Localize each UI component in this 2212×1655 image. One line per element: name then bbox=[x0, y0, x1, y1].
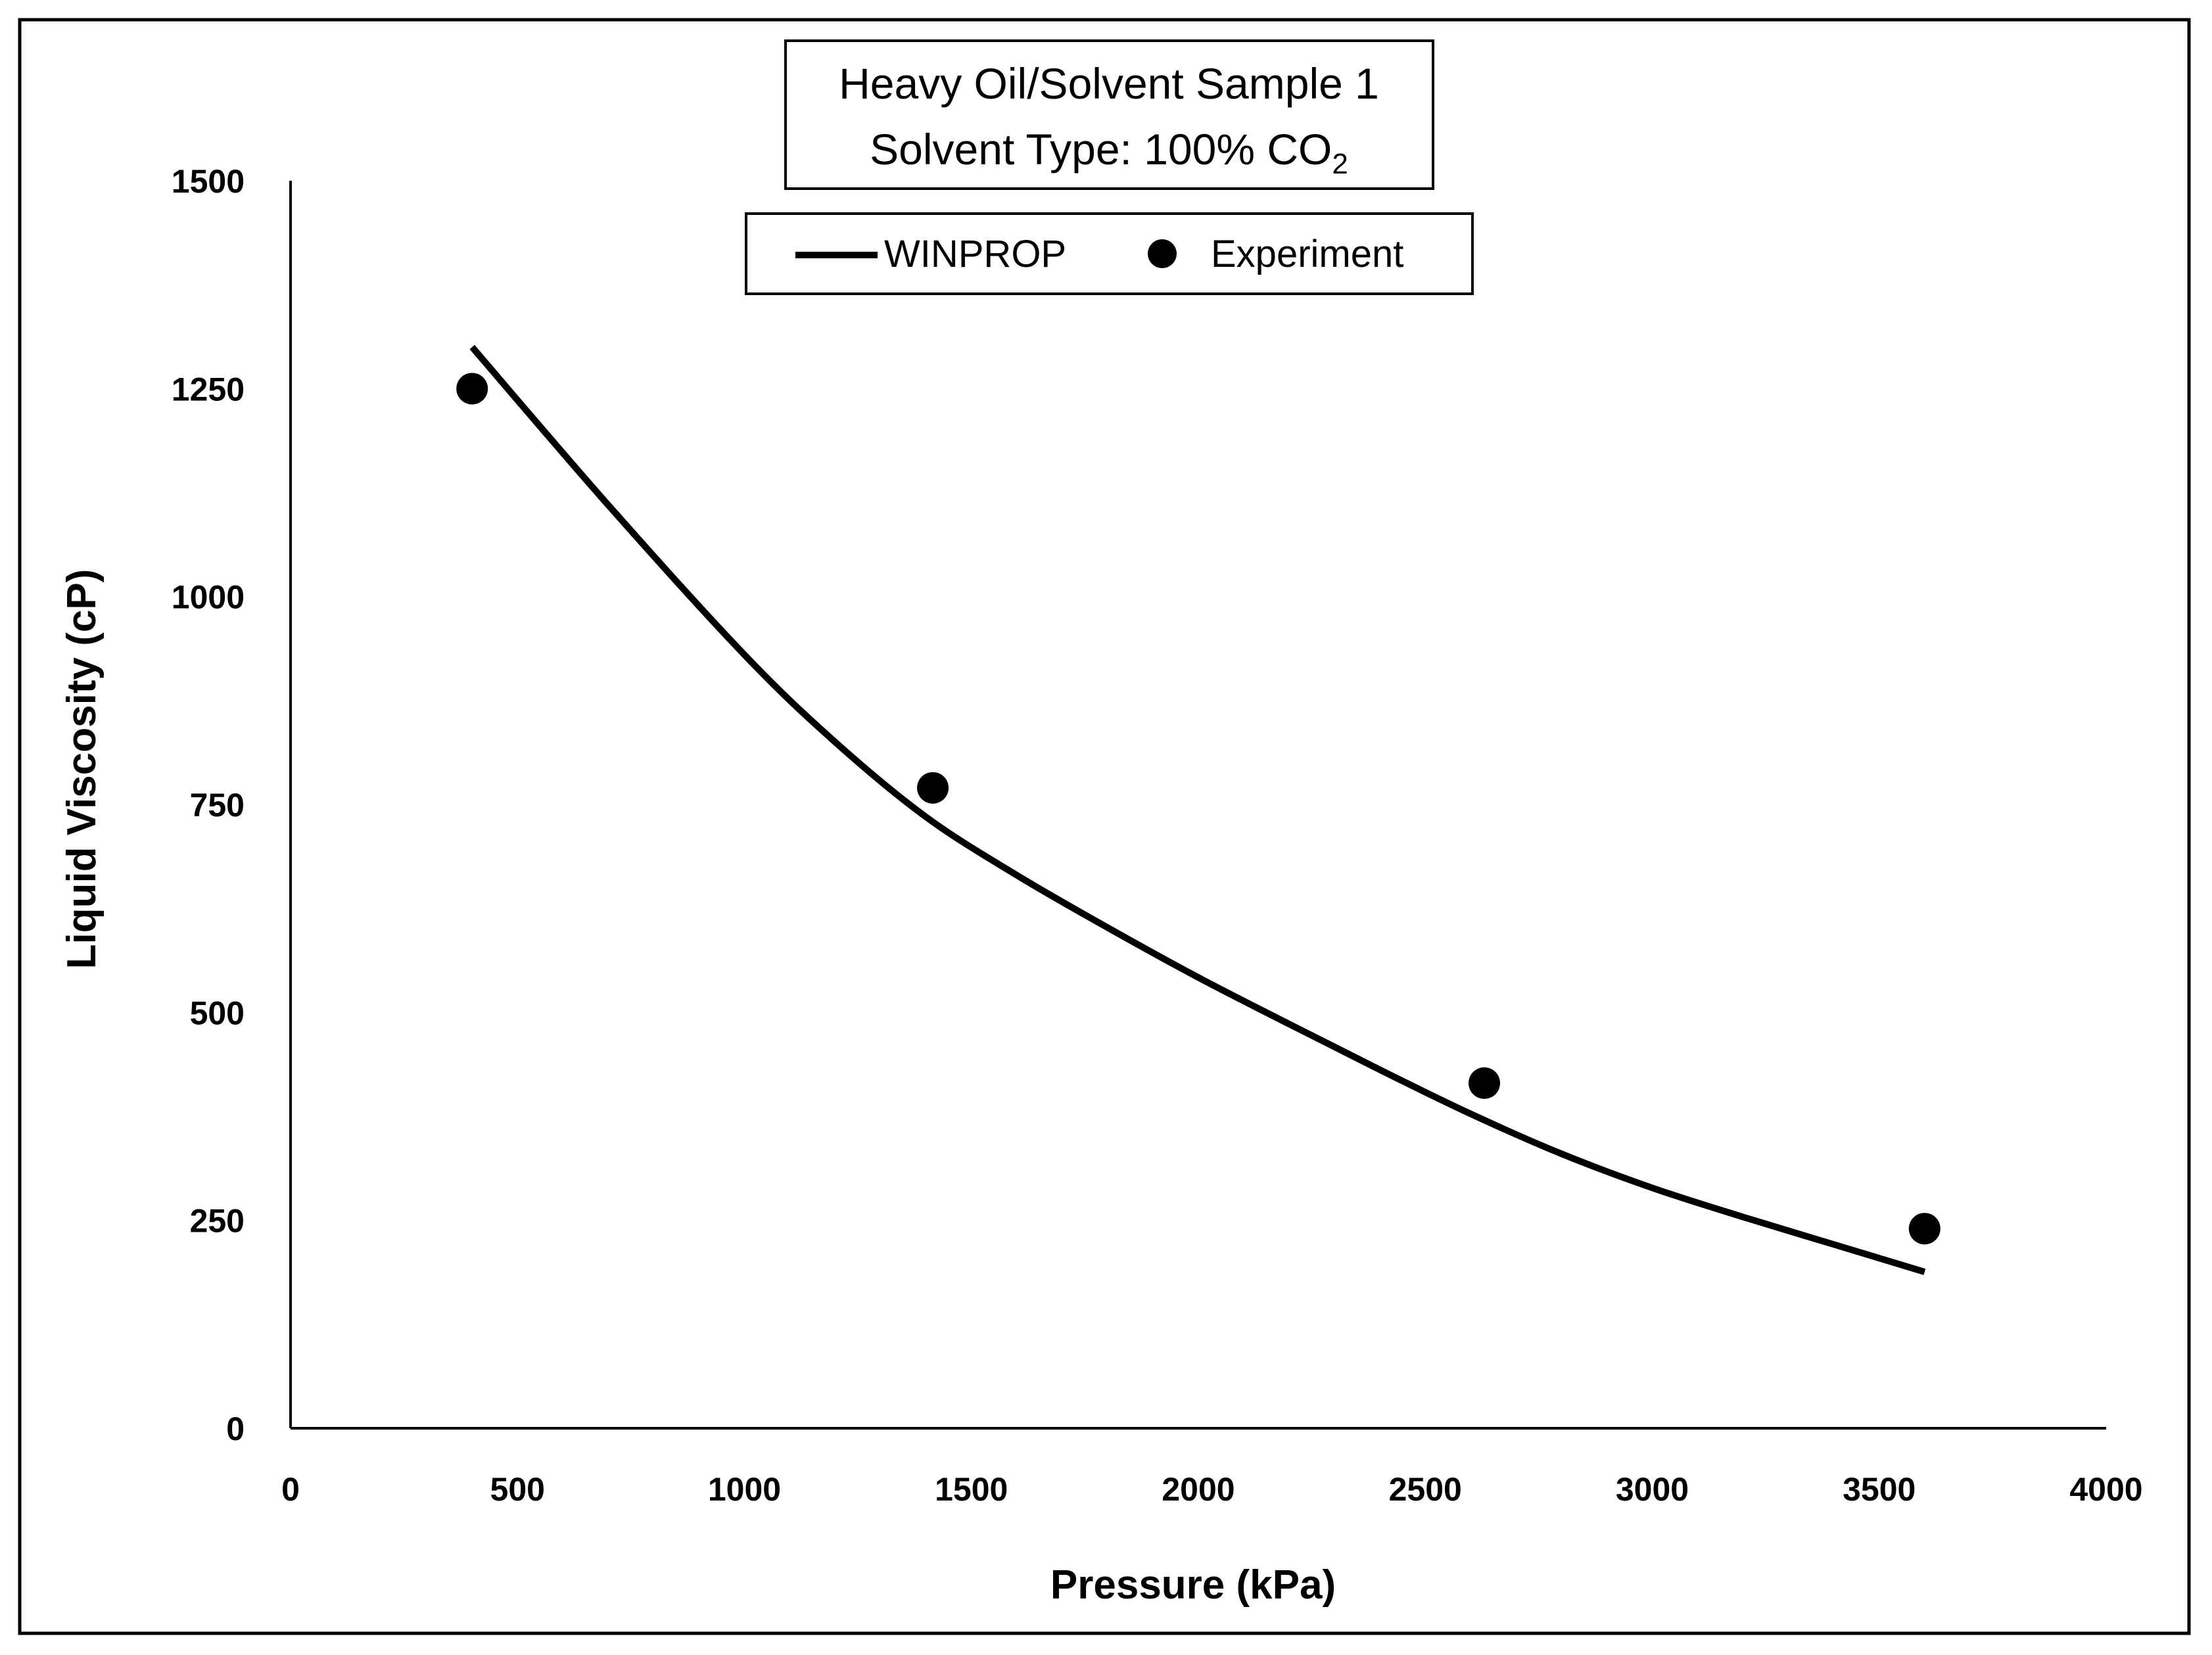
experiment-point bbox=[917, 772, 949, 804]
experiment-point bbox=[1469, 1067, 1501, 1099]
legend-label-winprop: WINPROP bbox=[884, 233, 1066, 275]
x-tick-label: 3500 bbox=[1843, 1471, 1916, 1508]
y-tick-label: 0 bbox=[226, 1410, 245, 1447]
chart-title-line2: Solvent Type: 100% CO2 bbox=[870, 125, 1348, 180]
title-box bbox=[784, 39, 1434, 190]
experiment-point bbox=[1908, 1213, 1941, 1245]
x-tick-label: 1500 bbox=[935, 1471, 1008, 1508]
chart-title-line2-main: Solvent Type: 100% CO bbox=[870, 125, 1332, 174]
x-axis-title: Pressure (kPa) bbox=[1050, 1562, 1336, 1608]
chart-border bbox=[18, 18, 2191, 1635]
x-tick-label: 2000 bbox=[1162, 1471, 1235, 1508]
y-tick-label: 250 bbox=[190, 1203, 245, 1240]
y-tick-label: 750 bbox=[190, 787, 245, 824]
winprop-series-line bbox=[469, 344, 1926, 1275]
x-tick-labels: 0 500 1000 1500 2000 2500 3000 3500 4000 bbox=[281, 1471, 2143, 1508]
y-tick-label: 1500 bbox=[172, 163, 245, 200]
x-tick-label: 4000 bbox=[2069, 1471, 2142, 1508]
y-tick-labels: 0 250 500 750 1000 1250 1500 bbox=[172, 163, 245, 1447]
experiment-point bbox=[456, 373, 488, 405]
x-tick-label: 0 bbox=[281, 1471, 300, 1508]
chart-title-line1: Heavy Oil/Solvent Sample 1 bbox=[839, 59, 1379, 108]
x-tick-label: 2500 bbox=[1389, 1471, 1462, 1508]
legend-label-experiment: Experiment bbox=[1211, 233, 1403, 275]
experiment-series-points bbox=[456, 373, 1941, 1245]
x-tick-label: 500 bbox=[490, 1471, 545, 1508]
x-tick-label: 1000 bbox=[708, 1471, 781, 1508]
y-tick-label: 1250 bbox=[172, 371, 245, 408]
chart-title-line2-subscript: 2 bbox=[1332, 148, 1348, 180]
y-axis-title: Liquid Viscosity (cP) bbox=[59, 569, 105, 969]
x-tick-label: 3000 bbox=[1616, 1471, 1689, 1508]
y-tick-label: 1000 bbox=[172, 579, 245, 616]
legend-marker-experiment bbox=[1148, 239, 1177, 268]
y-tick-label: 500 bbox=[190, 994, 245, 1031]
